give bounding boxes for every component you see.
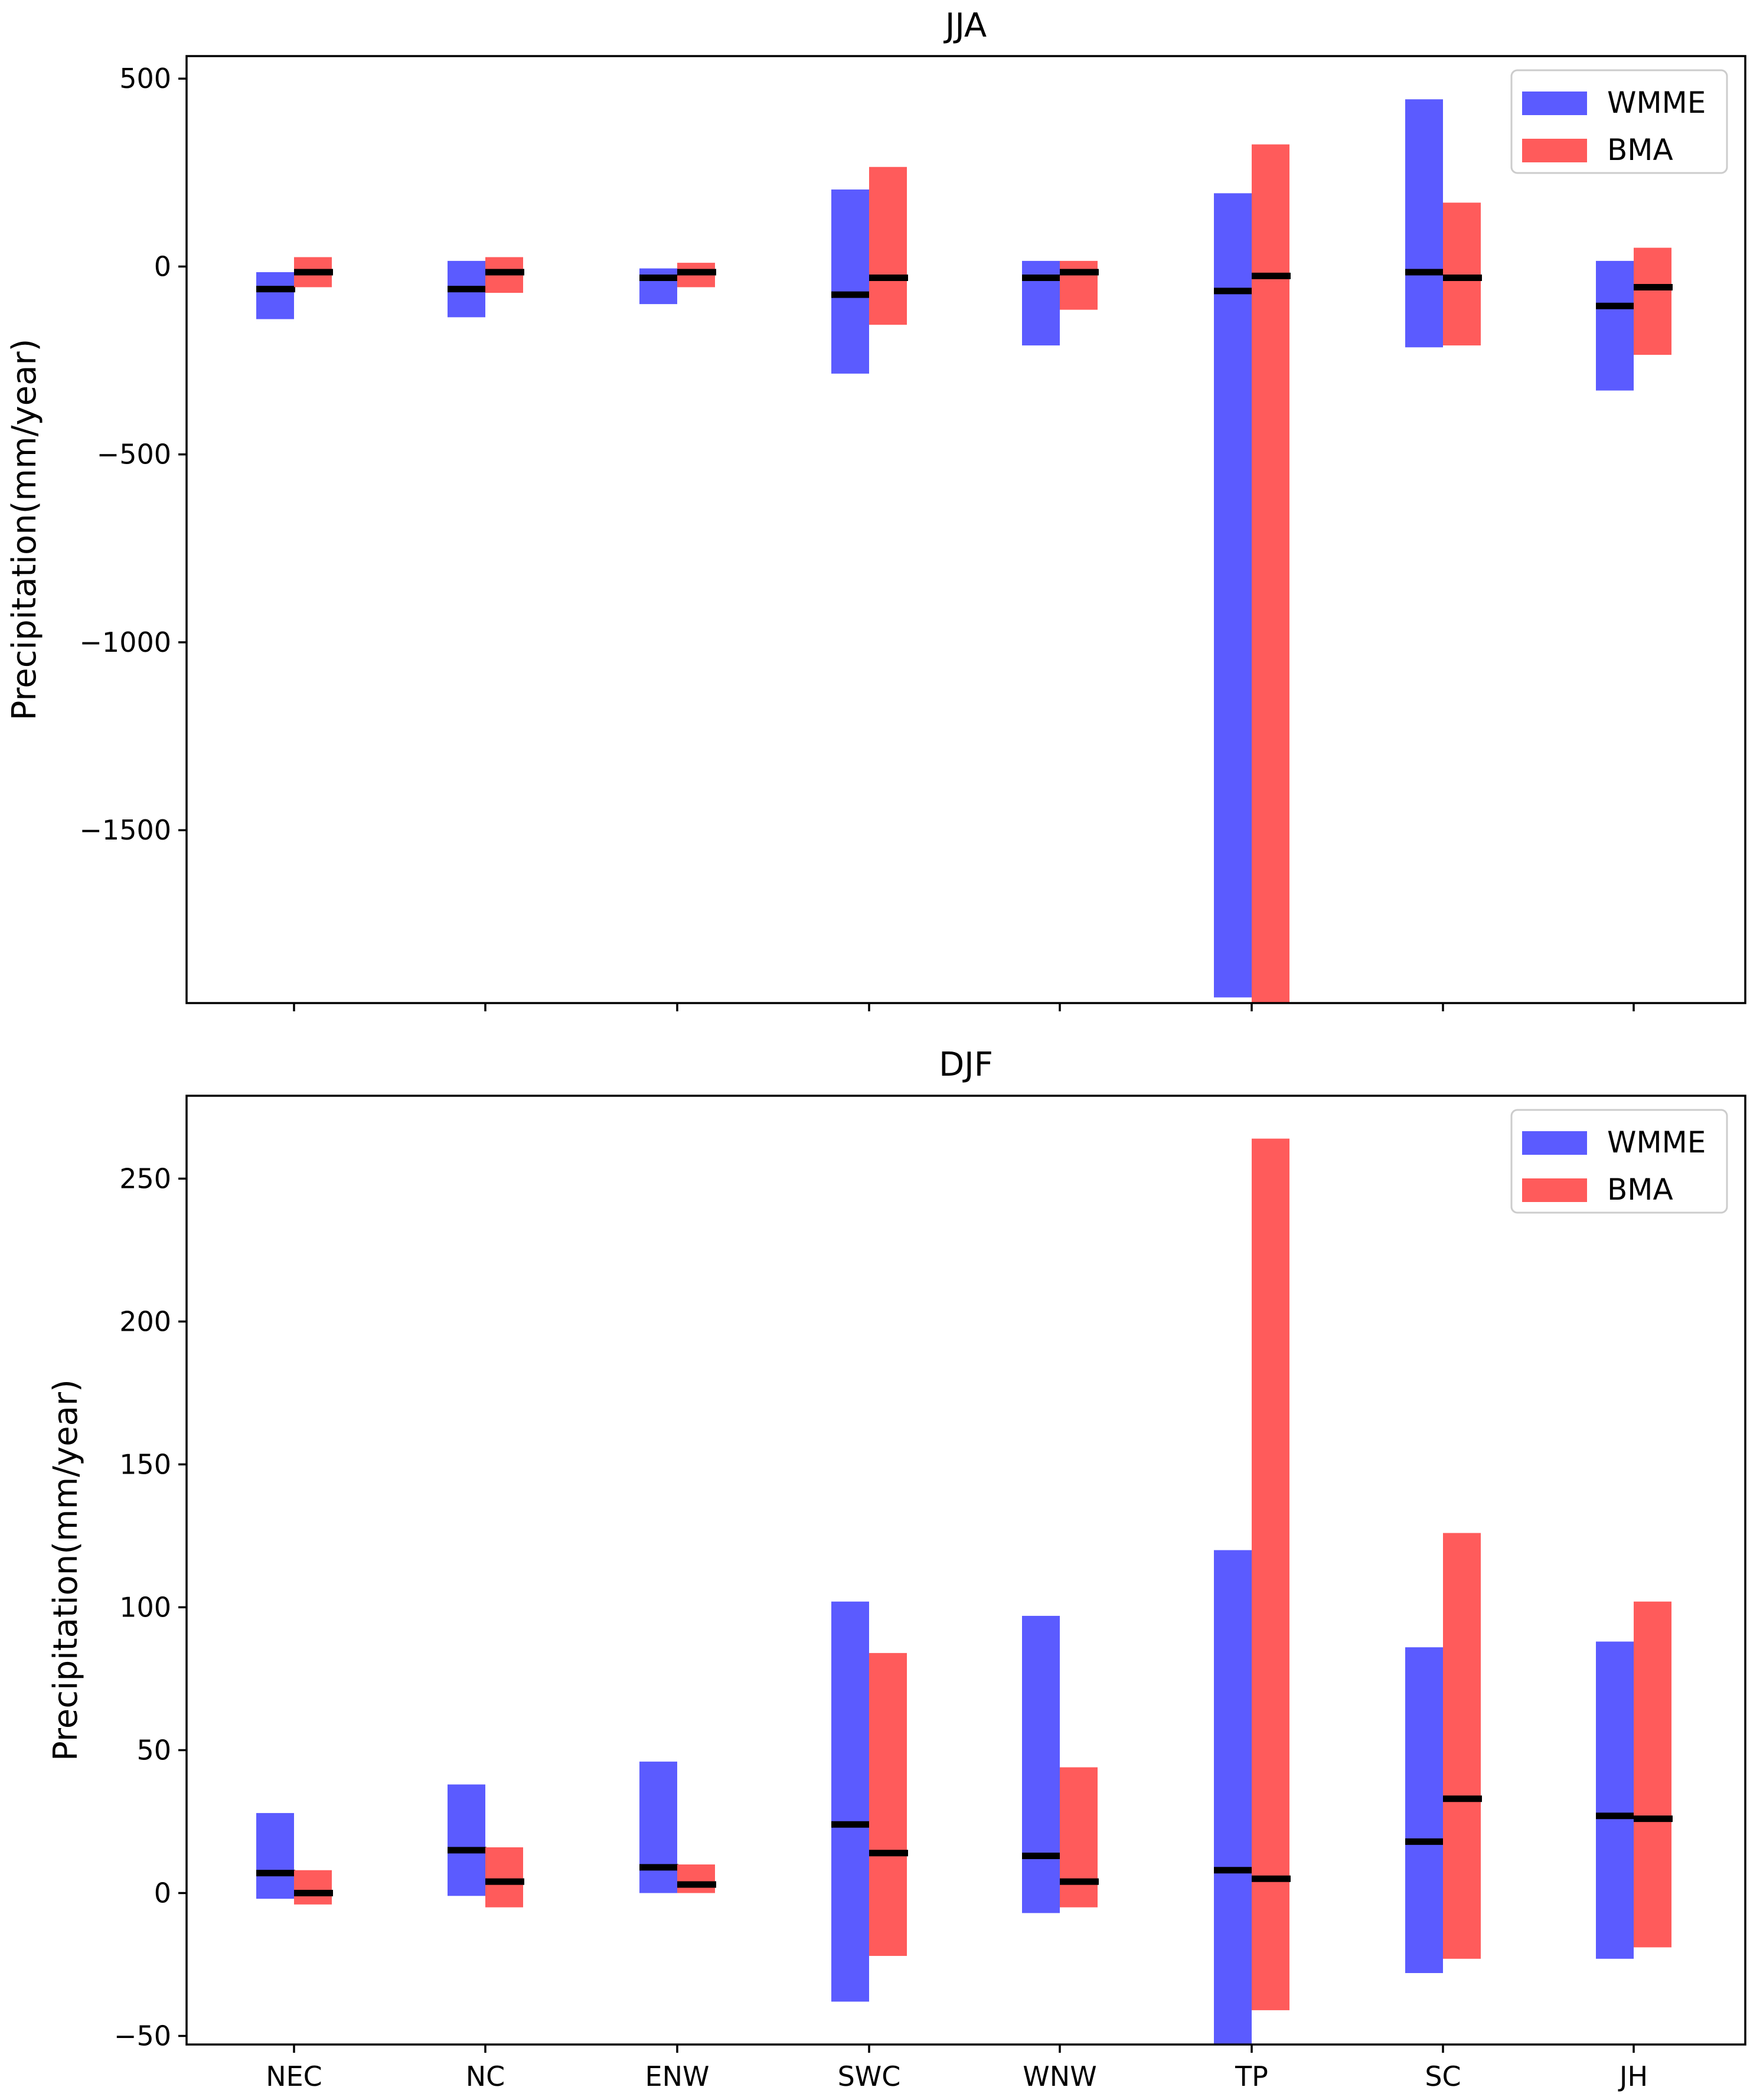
legend-label-bma: BMA bbox=[1607, 133, 1673, 167]
bar-wmme-nec bbox=[256, 1812, 294, 1899]
y-tick-label: 50 bbox=[136, 1734, 171, 1766]
bar-bma-tp bbox=[1252, 144, 1289, 1004]
x-tick-label-wnw: WNW bbox=[1023, 2060, 1096, 2092]
y-tick-label: −50 bbox=[114, 2020, 171, 2052]
bar-bma-swc bbox=[869, 1652, 907, 1956]
x-tick-label-tp: TP bbox=[1235, 2060, 1268, 2092]
x-tick-label-jh: JH bbox=[1618, 2060, 1648, 2092]
y-axis-label: Precipitation(mm/year) bbox=[47, 1379, 85, 1761]
bar-wmme-swc bbox=[831, 189, 869, 374]
y-tick-label: −1500 bbox=[79, 814, 171, 846]
y-tick-label: 500 bbox=[119, 63, 171, 94]
legend-label-bma: BMA bbox=[1607, 1173, 1673, 1207]
bar-wmme-tp bbox=[1214, 1550, 1252, 2045]
axes-frame bbox=[185, 55, 1746, 1004]
panel-djf: 250 200 150 100 50 0 −50 NEC NC ENW SWC WNW TP SC JH DJ… bbox=[47, 1046, 1746, 2092]
bar-bma-jh bbox=[1634, 1601, 1671, 1948]
y-tick-label: −500 bbox=[97, 439, 171, 471]
bar-bma-sc bbox=[1443, 203, 1481, 346]
legend-swatch-wmme bbox=[1522, 92, 1587, 115]
y-tick-label: 200 bbox=[119, 1305, 171, 1337]
legend-swatch-bma bbox=[1522, 139, 1587, 162]
x-tick-label-enw: ENW bbox=[645, 2060, 710, 2092]
bar-wmme-enw bbox=[639, 268, 677, 305]
y-tick-label: 0 bbox=[154, 1877, 171, 1909]
bar-bma-wnw bbox=[1060, 1767, 1098, 1908]
legend-label-wmme: WMME bbox=[1607, 86, 1706, 120]
bar-wmme-tp bbox=[1214, 193, 1252, 998]
bar-bma-nec bbox=[294, 1870, 332, 1905]
bar-bma-sc bbox=[1443, 1533, 1481, 1959]
bar-wmme-sc bbox=[1405, 1647, 1443, 1973]
bar-wmme-jh bbox=[1596, 1641, 1634, 1959]
bar-bma-enw bbox=[677, 1864, 715, 1893]
bar-wmme-nc bbox=[448, 1784, 485, 1896]
bar-wmme-enw bbox=[639, 1761, 677, 1893]
bar-wmme-swc bbox=[831, 1601, 869, 2002]
y-axis-label: Precipitation(mm/year) bbox=[5, 339, 44, 721]
y-tick-label: 250 bbox=[119, 1162, 171, 1194]
bar-bma-wnw bbox=[1060, 260, 1098, 310]
x-tick-label-nc: NC bbox=[466, 2060, 505, 2092]
bar-wmme-wnw bbox=[1022, 1615, 1060, 1913]
chart-title: DJF bbox=[939, 1046, 993, 1084]
bar-bma-swc bbox=[869, 166, 907, 325]
x-tick-label-swc: SWC bbox=[838, 2060, 901, 2092]
panel-jja: 500 0 −500 −1000 −1500 JJA Precipitation(mm/ye… bbox=[5, 6, 1746, 1011]
y-tick-label: 150 bbox=[119, 1448, 171, 1480]
y-tick-label: 100 bbox=[119, 1591, 171, 1623]
bar-bma-tp bbox=[1252, 1138, 1289, 2010]
bar-wmme-wnw bbox=[1022, 260, 1060, 346]
x-tick-label-sc: SC bbox=[1425, 2060, 1461, 2092]
bar-wmme-nec bbox=[256, 272, 294, 319]
bar-wmme-sc bbox=[1405, 99, 1443, 348]
legend-swatch-wmme bbox=[1522, 1131, 1587, 1155]
legend: WMME BMA bbox=[1510, 1109, 1728, 1214]
legend-label-wmme: WMME bbox=[1607, 1125, 1706, 1160]
y-tick-label: −1000 bbox=[79, 626, 171, 658]
bar-wmme-jh bbox=[1596, 260, 1634, 391]
chart-title: JJA bbox=[943, 6, 987, 45]
bar-bma-nc bbox=[485, 1847, 523, 1908]
bar-bma-jh bbox=[1634, 247, 1671, 355]
legend-swatch-bma bbox=[1522, 1178, 1587, 1202]
legend: WMME BMA bbox=[1510, 69, 1728, 174]
axes-frame bbox=[185, 1095, 1746, 2046]
x-tick-label-nec: NEC bbox=[266, 2060, 322, 2092]
y-tick-label: 0 bbox=[154, 250, 171, 282]
